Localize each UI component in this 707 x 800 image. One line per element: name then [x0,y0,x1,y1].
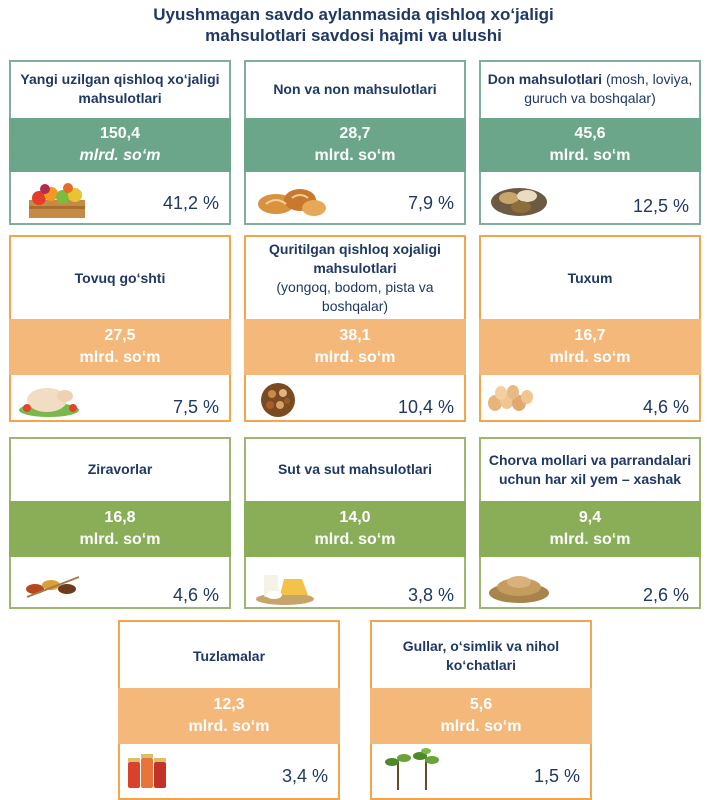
card-plants: Gullar, o‘simlik va nihol ko‘chatlari 5,… [370,620,592,800]
value-unit: mlrd. so‘m [549,349,631,366]
value-amount: 38,1 [339,327,371,344]
card-spices: Ziravorlar 16,8 mlrd. so‘m 4,6 % [9,437,231,609]
percent-share: 3,8 % [407,585,454,605]
card-title: Yangi uzilgan qishloq xo‘jaligi mahsulot… [20,71,220,106]
value-band: 38,1 mlrd. so‘m [244,319,466,375]
value-band: 16,7 mlrd. so‘m [479,319,701,375]
card-animal-feed: Chorva mollari va parrandalari uchun har… [479,437,701,609]
card-chicken: Tovuq go‘shti 27,5 mlrd. so‘m 7,5 % [9,235,231,422]
value-band: 9,4 mlrd. so‘m [479,501,701,557]
value-band: 5,6 mlrd. so‘m [370,688,592,744]
value-band: 45,6 mlrd. so‘m [479,118,701,172]
percent-share: 7,9 % [407,193,454,213]
percent-share: 12,5 % [632,196,689,216]
value-amount: 150,4 [99,125,141,142]
value-amount: 5,6 [469,696,493,713]
spices-icon [26,576,80,598]
feed-pile-icon [489,576,549,603]
seedlings-icon [385,748,439,790]
value-amount: 12,3 [213,696,245,713]
card-title: Non va non mahsulotlari [273,80,437,97]
card-title: Quritilgan qishloq xojaligi mahsulotlari… [269,241,441,314]
percent-share: 4,6 % [642,397,689,417]
page-title-line1: Uyushmagan savdo aylanmasida qishloq xo‘… [153,5,554,24]
value-band: 12,3 mlrd. so‘m [118,688,340,744]
value-band: 150,4 mlrd. so‘m [9,118,231,172]
value-band: 28,7 mlrd. so‘m [244,118,466,172]
value-unit: mlrd. so‘m [440,718,522,735]
value-amount: 14,0 [339,509,371,526]
value-unit: mlrd. so‘m [79,147,161,164]
percent-share: 10,4 % [397,397,454,417]
percent-share: 41,2 % [162,193,219,213]
percent-share: 3,4 % [281,766,328,786]
fruit-crate-icon [29,183,85,218]
card-dairy: Sut va sut mahsulotlari 14,0 mlrd. so‘m … [244,437,466,609]
value-band: 27,5 mlrd. so‘m [9,319,231,375]
card-title: Sut va sut mahsulotlari [277,460,433,477]
card-dried-produce: Quritilgan qishloq xojaligi mahsulotlari… [244,235,466,422]
percent-share: 2,6 % [642,585,689,605]
card-pickles: Tuzlamalar 12,3 mlrd. so‘m 3,4 % [118,620,340,800]
card-eggs: Tuxum 16,7 mlrd. so‘m 4,6 % [479,235,701,422]
value-unit: mlrd. so‘m [79,531,161,548]
value-amount: 27,5 [104,327,136,344]
grain-bowls-icon [491,188,547,216]
card-title: Tovuq go‘shti [74,269,166,286]
card-grain: Don mahsulotlari (mosh, loviya, guruch v… [479,60,701,225]
card-title: Gullar, o‘simlik va nihol ko‘chatlari [402,638,560,673]
chicken-icon [19,388,79,417]
page-title: Uyushmagan savdo aylanmasida qishloq xo‘… [0,4,707,46]
pickle-jars-icon [128,754,166,788]
percent-share: 1,5 % [533,766,580,786]
card-title: Chorva mollari va parrandalari uchun har… [488,452,692,487]
percent-share: 7,5 % [172,397,219,417]
value-band: 16,8 mlrd. so‘m [9,501,231,557]
value-amount: 45,6 [574,125,606,142]
value-amount: 9,4 [578,509,602,526]
card-title: Don mahsulotlari (mosh, loviya, guruch v… [487,71,693,106]
value-amount: 28,7 [339,125,371,142]
value-unit: mlrd. so‘m [549,147,631,164]
eggs-icon [488,385,533,411]
page-title-line2: mahsulotlari savdosi hajmi va ulushi [205,26,502,45]
card-fresh-produce: Yangi uzilgan qishloq xo‘jaligi mahsulot… [9,60,231,225]
card-bread: Non va non mahsulotlari 28,7 mlrd. so‘m … [244,60,466,225]
value-amount: 16,8 [104,509,136,526]
value-unit: mlrd. so‘m [314,147,396,164]
percent-share: 4,6 % [172,585,219,605]
card-title: Tuzlamalar [192,647,266,664]
value-unit: mlrd. so‘m [314,349,396,366]
value-amount: 16,7 [574,327,606,344]
card-title: Ziravorlar [87,460,153,477]
dried-nuts-icon [261,383,295,417]
bread-icon [258,189,326,216]
value-unit: mlrd. so‘m [79,349,161,366]
dairy-icon [256,575,314,605]
value-band: 14,0 mlrd. so‘m [244,501,466,557]
value-unit: mlrd. so‘m [314,531,396,548]
value-unit: mlrd. so‘m [188,718,270,735]
value-unit: mlrd. so‘m [549,531,631,548]
card-title: Tuxum [567,269,613,286]
